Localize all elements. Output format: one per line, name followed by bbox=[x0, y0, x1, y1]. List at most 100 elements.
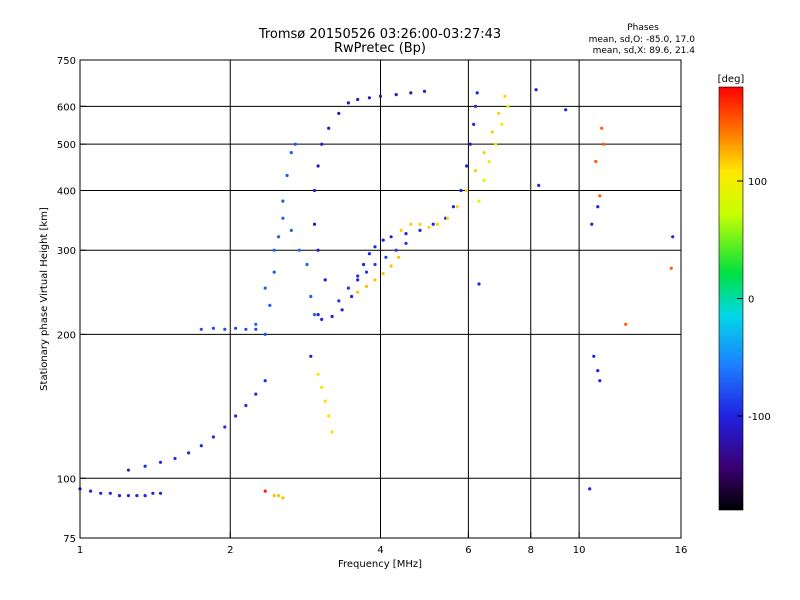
x-tick-label: 10 bbox=[573, 545, 586, 556]
data-point bbox=[187, 451, 191, 455]
data-point bbox=[327, 414, 331, 418]
data-point bbox=[126, 468, 130, 472]
data-point bbox=[316, 372, 320, 376]
data-point bbox=[323, 399, 327, 403]
data-point bbox=[564, 108, 568, 112]
data-point bbox=[117, 494, 122, 498]
data-point bbox=[320, 385, 324, 389]
data-point bbox=[362, 262, 366, 267]
x-tick-label: 8 bbox=[528, 545, 534, 556]
data-point bbox=[497, 111, 501, 115]
y-axis-label: Stationary phase Virtual Height [km] bbox=[39, 207, 50, 391]
data-point bbox=[158, 460, 163, 464]
x-tick-label: 4 bbox=[377, 545, 383, 556]
data-point bbox=[254, 392, 258, 396]
y-tick-label: 75 bbox=[63, 534, 76, 545]
data-point bbox=[373, 245, 377, 249]
data-point bbox=[272, 270, 276, 274]
data-point bbox=[473, 169, 478, 173]
data-point bbox=[151, 491, 155, 495]
data-point bbox=[234, 326, 238, 330]
chart-title: Tromsø 20150526 03:26:00-03:27:43 bbox=[258, 27, 501, 42]
colorbar-tick-label: 100 bbox=[748, 177, 767, 188]
y-tick-label: 300 bbox=[57, 246, 76, 257]
colorbar-label: [deg] bbox=[718, 74, 745, 85]
data-point bbox=[378, 94, 383, 98]
data-point bbox=[506, 104, 510, 108]
colorbar-tick-label: 0 bbox=[748, 295, 754, 306]
data-point bbox=[89, 489, 93, 493]
grid-lines bbox=[80, 60, 681, 538]
data-point bbox=[223, 425, 227, 429]
data-point bbox=[234, 414, 238, 418]
data-point bbox=[389, 235, 393, 239]
data-point bbox=[211, 435, 215, 439]
data-point bbox=[445, 216, 450, 220]
data-point bbox=[487, 159, 491, 164]
data-point bbox=[671, 235, 675, 239]
data-point bbox=[323, 278, 327, 282]
data-point bbox=[285, 173, 289, 178]
data-point bbox=[199, 444, 203, 448]
data-point bbox=[399, 228, 403, 232]
data-point bbox=[108, 491, 112, 495]
data-point bbox=[305, 262, 309, 267]
data-point bbox=[272, 248, 276, 252]
data-point bbox=[356, 97, 360, 102]
data-point bbox=[281, 199, 285, 203]
data-point bbox=[534, 88, 538, 92]
data-point bbox=[367, 96, 371, 100]
data-point bbox=[143, 494, 147, 498]
data-point bbox=[404, 241, 408, 245]
data-point bbox=[330, 430, 334, 434]
data-point bbox=[404, 232, 408, 236]
data-point bbox=[472, 122, 476, 126]
data-point bbox=[277, 235, 281, 239]
data-point bbox=[350, 294, 354, 299]
data-point bbox=[482, 151, 486, 155]
data-point bbox=[320, 317, 324, 321]
data-point bbox=[431, 222, 435, 226]
data-point bbox=[143, 464, 147, 468]
y-axis: 75 100 200 300 400 500 600 750 bbox=[57, 56, 86, 545]
data-point bbox=[211, 326, 215, 330]
data-point bbox=[316, 313, 320, 317]
data-point bbox=[126, 494, 130, 498]
data-point bbox=[477, 282, 481, 286]
data-point bbox=[99, 491, 103, 495]
data-point bbox=[223, 327, 227, 331]
x-axis: 1 2 4 6 8 10 16 bbox=[77, 532, 687, 556]
data-point bbox=[309, 294, 313, 299]
data-point bbox=[289, 228, 293, 232]
data-point bbox=[312, 313, 317, 317]
x-tick-label: 2 bbox=[227, 545, 233, 556]
data-point bbox=[312, 188, 317, 193]
data-point bbox=[337, 299, 341, 303]
data-point bbox=[473, 104, 478, 108]
data-point bbox=[394, 93, 398, 97]
data-point bbox=[409, 222, 413, 226]
data-point bbox=[268, 303, 272, 307]
data-point bbox=[468, 142, 472, 146]
phases-o-stats: mean, sd,O: -85.0, 17.0 bbox=[589, 35, 696, 45]
data-point bbox=[500, 122, 504, 126]
data-point bbox=[337, 111, 341, 115]
data-point bbox=[624, 322, 628, 326]
data-point bbox=[373, 262, 377, 267]
data-point bbox=[364, 284, 369, 288]
data-point bbox=[598, 379, 602, 383]
data-point bbox=[455, 205, 459, 209]
data-point bbox=[356, 274, 360, 278]
colorbar-tick-label: -100 bbox=[748, 412, 771, 423]
data-point bbox=[418, 228, 422, 232]
colorbar-ticks: 100 0 -100 bbox=[737, 177, 771, 423]
data-point bbox=[244, 327, 248, 331]
phases-heading: Phases bbox=[627, 23, 659, 33]
data-point bbox=[309, 354, 313, 358]
x-axis-label: Frequency [MHz] bbox=[338, 559, 422, 570]
x-tick-label: 1 bbox=[77, 545, 83, 556]
data-point bbox=[272, 494, 276, 498]
phases-x-stats: mean, sd,X: 89.6, 21.4 bbox=[593, 46, 696, 56]
data-point bbox=[389, 264, 393, 268]
